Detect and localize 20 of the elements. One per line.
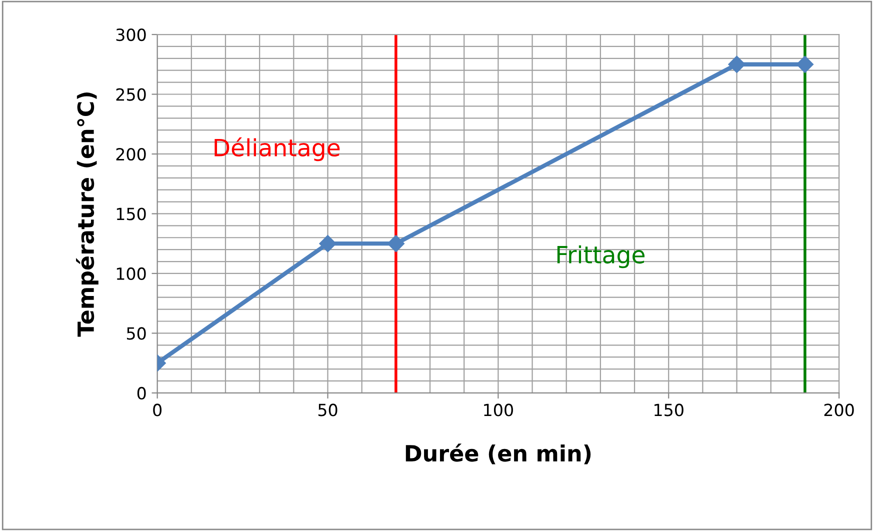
x-tick-label: 150 <box>654 404 684 416</box>
x-tick-label: 0 <box>153 404 162 416</box>
x-tick-label: 50 <box>318 404 338 416</box>
point <box>728 56 746 73</box>
point <box>319 235 336 252</box>
y-tick-label: 100 <box>116 267 146 280</box>
point <box>387 235 404 252</box>
y-tick-label: 150 <box>116 208 146 220</box>
y-axis-title: Température (en°C) <box>76 92 98 337</box>
y-tick-label: 300 <box>116 28 146 42</box>
y-tick-label: 250 <box>116 88 146 101</box>
y-tick-label: 0 <box>137 386 146 400</box>
x-tick-label: 200 <box>824 404 854 416</box>
x-tick-label: 100 <box>484 404 513 416</box>
x-axis-title: Durée (en min) <box>406 444 591 464</box>
y-tick-label: 200 <box>116 148 146 161</box>
point <box>796 56 814 73</box>
y-tick-label: 50 <box>126 327 146 340</box>
ref-line-label: Frittage <box>557 245 644 268</box>
ref-line-label: Déliantage <box>214 137 340 162</box>
